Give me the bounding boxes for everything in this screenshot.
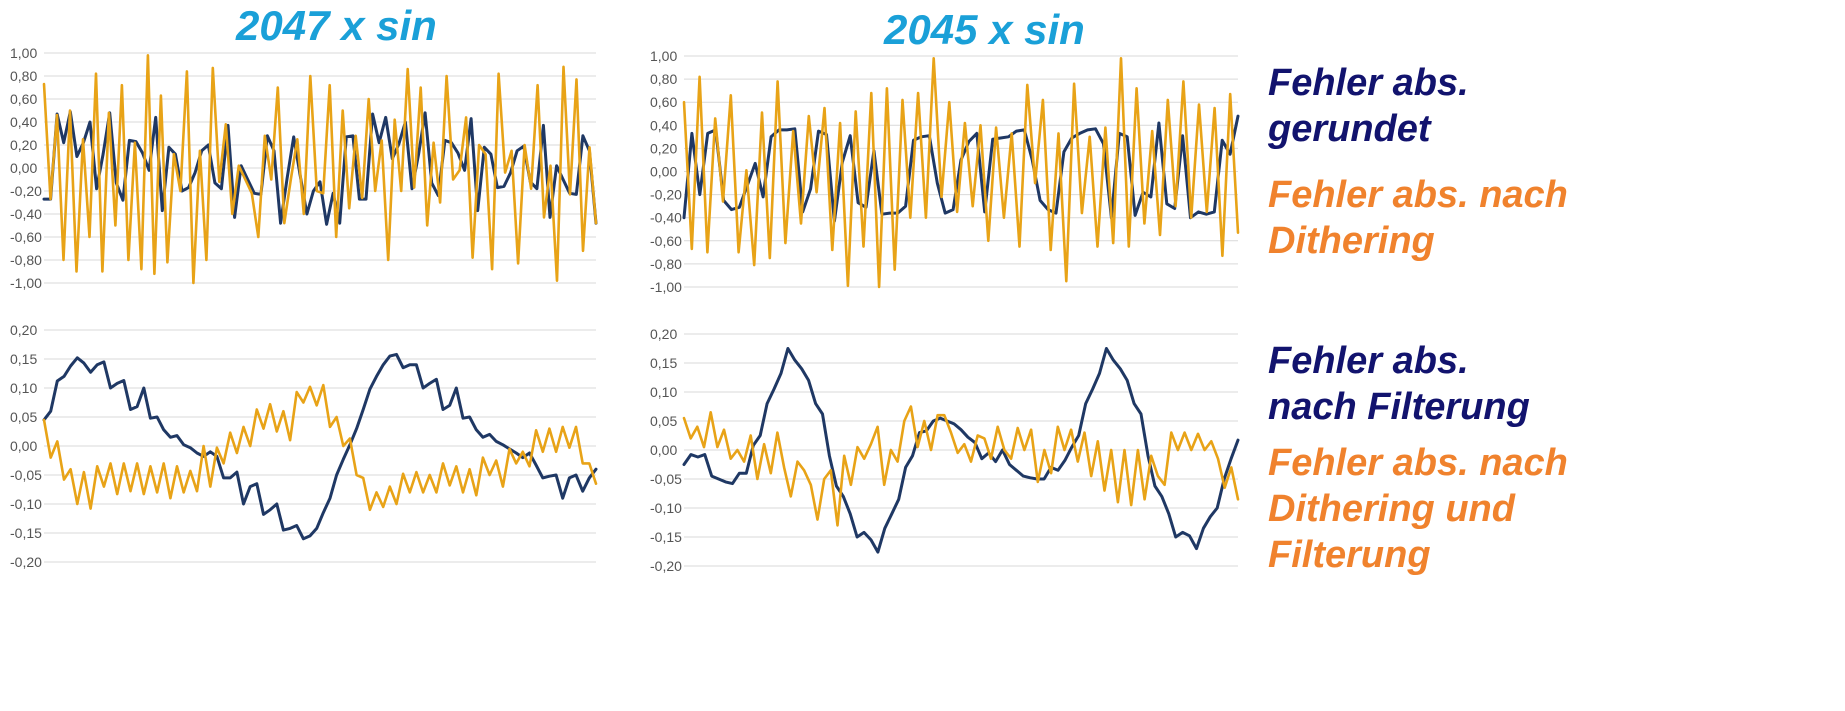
legend-bottom-orange-line3: Filterung (1268, 534, 1431, 576)
series-line-navy (42, 110, 598, 226)
y-tick-label: -0,60 (650, 233, 682, 249)
y-tick-label: -0,80 (10, 252, 42, 268)
y-tick-label: -0,15 (10, 525, 42, 541)
y-tick-label: -0,05 (10, 467, 42, 483)
legend-bottom-navy-line2: nach Filterung (1268, 386, 1530, 428)
y-tick-label: 0,80 (650, 71, 677, 87)
y-tick-label: 0,20 (10, 322, 37, 338)
y-tick-label: -0,20 (10, 554, 42, 570)
y-tick-label: 0,40 (650, 117, 677, 133)
legend-bottom: Fehler abs. nach Filterung Fehler abs. n… (1268, 338, 1568, 578)
y-tick-label: 1,00 (650, 48, 677, 64)
y-tick-label: -1,00 (650, 279, 682, 295)
y-tick-label: -0,20 (650, 558, 682, 574)
y-tick-label: -0,20 (10, 183, 42, 199)
y-tick-label: 0,10 (650, 384, 677, 400)
y-tick-label: -0,20 (650, 187, 682, 203)
y-tick-label: 0,60 (650, 94, 677, 110)
y-tick-label: -0,10 (10, 496, 42, 512)
y-tick-label: 0,80 (10, 68, 37, 84)
y-tick-label: 0,20 (10, 137, 37, 153)
chart-bottom-left: 0,20 0,15 0,10 0,05 0,00 -0,05 -0,10 -0,15 -0,20 (10, 322, 598, 570)
series-line-orange (682, 405, 1240, 527)
series-line-orange (42, 383, 598, 512)
y-tick-label: 0,00 (10, 438, 37, 454)
y-tick-label: -0,15 (650, 529, 682, 545)
series-line-navy (682, 347, 1240, 554)
y-tick-label: 0,15 (650, 355, 677, 371)
y-tick-label: 0,40 (10, 114, 37, 130)
y-tick-label: 0,00 (10, 160, 37, 176)
legend-top: Fehler abs. gerundet Fehler abs. nach Di… (1268, 60, 1568, 264)
y-tick-label: -0,80 (650, 256, 682, 272)
legend-bottom-orange-line2: Dithering und (1268, 488, 1515, 530)
y-tick-label: 0,00 (650, 164, 677, 180)
y-tick-label: -0,10 (650, 500, 682, 516)
chart-top-left: 1,00 0,80 0,60 0,40 0,20 0,00 -0,20 -0,40 -0,60 -… (10, 45, 598, 291)
chart-title-right: 2045 x sin (884, 6, 1085, 53)
y-tick-label: 0,10 (10, 380, 37, 396)
y-tick-label: -0,05 (650, 471, 682, 487)
y-tick-label: 0,05 (10, 409, 37, 425)
y-tick-label: -0,40 (650, 210, 682, 226)
y-tick-label: 0,15 (10, 351, 37, 367)
legend-top-navy-line2: gerundet (1268, 108, 1431, 150)
y-tick-label: 0,05 (650, 413, 677, 429)
legend-bottom-navy-line1: Fehler abs. (1268, 340, 1469, 382)
y-tick-label: 0,20 (650, 140, 677, 156)
chart-title-left: 2047 x sin (236, 2, 437, 49)
y-tick-label: -1,00 (10, 275, 42, 291)
y-tick-label: 0,00 (650, 442, 677, 458)
y-tick-label: 0,20 (650, 326, 677, 342)
legend-top-orange-line1: Fehler abs. nach (1268, 174, 1568, 216)
series-line-navy (42, 352, 598, 541)
legend-top-orange-line2: Dithering (1268, 220, 1435, 262)
y-tick-label: -0,60 (10, 229, 42, 245)
series-line-orange (682, 56, 1240, 289)
legend-top-navy-line1: Fehler abs. (1268, 62, 1469, 104)
series-line-orange (42, 53, 598, 285)
chart-bottom-right: 0,20 0,15 0,10 0,05 0,00 -0,05 -0,10 -0,15 -0,20 (650, 326, 1240, 574)
legend-bottom-orange-line1: Fehler abs. nach (1268, 442, 1568, 484)
chart-top-right: 1,00 0,80 0,60 0,40 0,20 0,00 -0,20 -0,40 -0,60 -… (650, 48, 1240, 295)
y-tick-label: 1,00 (10, 45, 37, 61)
y-tick-label: 0,60 (10, 91, 37, 107)
y-tick-label: -0,40 (10, 206, 42, 222)
